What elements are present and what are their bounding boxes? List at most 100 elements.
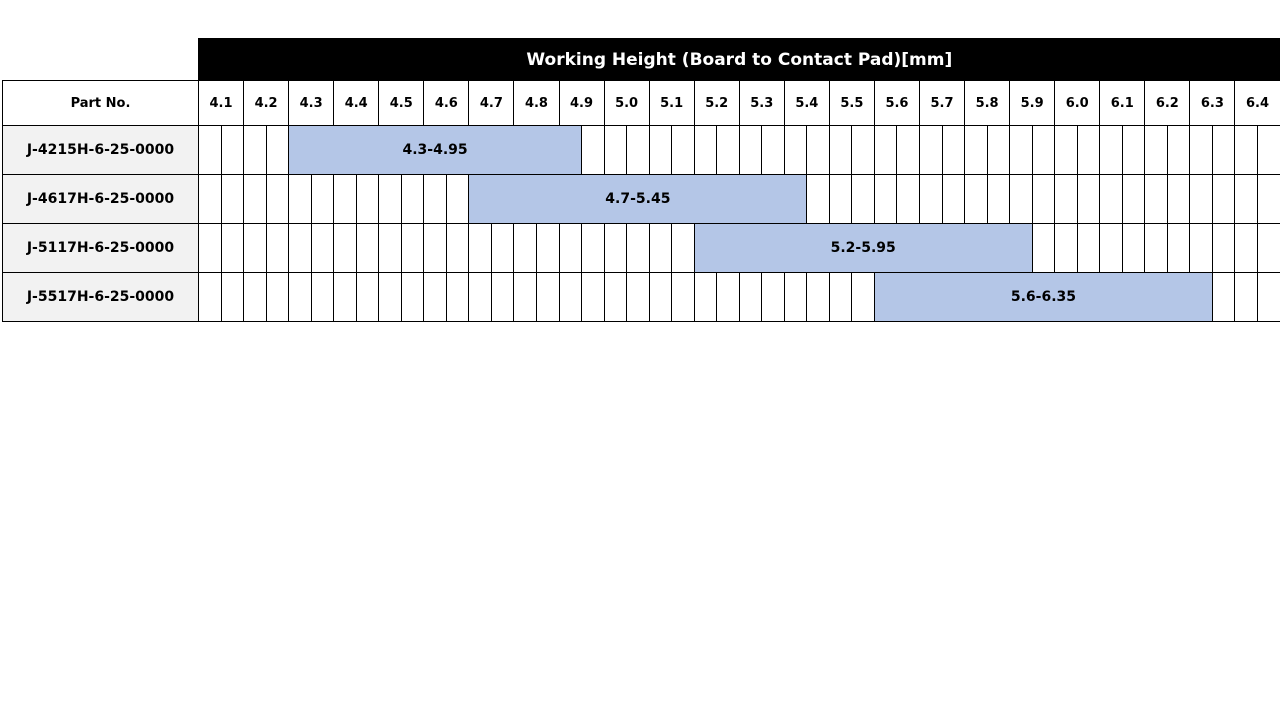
grid-cell	[198, 174, 222, 224]
grid-cell	[558, 223, 583, 273]
grid-cell	[941, 125, 966, 175]
grid-cell	[1234, 272, 1258, 322]
grid-cell	[1211, 174, 1236, 224]
grid-cell	[1121, 125, 1146, 175]
grid-cell	[243, 223, 267, 273]
grid-cell	[265, 174, 290, 224]
grid-cell	[716, 125, 740, 175]
grid-cell	[1031, 174, 1056, 224]
grid-cell	[468, 223, 492, 273]
grid-cell	[581, 223, 605, 273]
grid-cell	[1189, 174, 1213, 224]
grid-cell	[423, 272, 447, 322]
grid-cell	[738, 125, 763, 175]
table-row: J-5117H-6-25-0000 5.2-5.95	[2, 223, 1280, 273]
range-bar: 4.7-5.45	[468, 174, 808, 224]
part-number: J-4215H-6-25-0000	[2, 125, 199, 175]
range-bar: 5.2-5.95	[693, 223, 1033, 273]
grid-cell	[693, 125, 718, 175]
grid-cell	[1009, 125, 1033, 175]
grid-cell	[1076, 174, 1101, 224]
grid-cell	[1031, 125, 1056, 175]
grid-cell	[603, 272, 628, 322]
grid-cell	[490, 223, 515, 273]
column-header: 4.1	[197, 80, 245, 126]
grid-cell	[693, 272, 718, 322]
grid-cell	[198, 125, 222, 175]
part-number: J-5517H-6-25-0000	[2, 272, 199, 322]
grid-cell	[1166, 223, 1191, 273]
column-header: 6.4	[1234, 80, 1280, 126]
grid-cell	[1256, 223, 1280, 273]
grid-cell	[333, 223, 357, 273]
grid-cell	[806, 125, 830, 175]
grid-cell	[468, 272, 492, 322]
grid-cell	[1234, 125, 1258, 175]
column-header: 4.9	[558, 80, 605, 126]
column-header: 5.2	[693, 80, 740, 126]
grid-cell	[603, 125, 628, 175]
grid-cell	[1009, 174, 1033, 224]
part-no-header: Part No.	[2, 80, 199, 126]
grid-cell	[423, 223, 447, 273]
grid-cell	[535, 223, 560, 273]
grid-cell	[445, 174, 470, 224]
grid-cell	[513, 223, 537, 273]
grid-cell	[243, 125, 267, 175]
table-title: Working Height (Board to Contact Pad)[mm…	[198, 38, 1280, 81]
column-header: 4.7	[468, 80, 515, 126]
column-header: 4.6	[423, 80, 470, 126]
grid-cell	[761, 125, 785, 175]
grid-cell	[423, 174, 447, 224]
grid-cell	[198, 272, 222, 322]
grid-cell	[1211, 223, 1236, 273]
grid-cell	[896, 125, 920, 175]
grid-cell	[288, 272, 312, 322]
grid-cell	[378, 272, 402, 322]
grid-cell	[828, 272, 853, 322]
column-header: 5.0	[603, 80, 650, 126]
grid-cell	[310, 272, 335, 322]
grid-cell	[671, 272, 695, 322]
part-number: J-5117H-6-25-0000	[2, 223, 199, 273]
grid-cell	[828, 174, 853, 224]
grid-cell	[310, 174, 335, 224]
grid-cell	[558, 272, 583, 322]
grid-cell	[198, 223, 222, 273]
grid-cell	[1099, 174, 1123, 224]
grid-cell	[1121, 223, 1146, 273]
grid-cell	[851, 174, 875, 224]
grid-cell	[1054, 174, 1078, 224]
column-header: 5.5	[828, 80, 875, 126]
grid-cell	[1256, 272, 1280, 322]
grid-cell	[964, 125, 988, 175]
column-header: 5.3	[738, 80, 785, 126]
grid-cell	[1256, 125, 1280, 175]
grid-cell	[783, 272, 808, 322]
grid-cell	[603, 223, 628, 273]
grid-cell	[1144, 174, 1168, 224]
grid-cell	[400, 174, 425, 224]
grid-cell	[333, 174, 357, 224]
range-bar: 5.6-6.35	[873, 272, 1213, 322]
grid-cell	[716, 272, 740, 322]
working-height-table: Working Height (Board to Contact Pad)[mm…	[2, 38, 1280, 322]
column-header: 4.8	[513, 80, 560, 126]
grid-cell	[581, 125, 605, 175]
table-row: J-5517H-6-25-0000 5.6-6.35	[2, 272, 1280, 322]
grid-cell	[1054, 223, 1078, 273]
column-header: 5.1	[648, 80, 695, 126]
grid-cell	[1211, 125, 1236, 175]
grid-cell	[581, 272, 605, 322]
grid-cell	[1234, 223, 1258, 273]
grid-cell	[310, 223, 335, 273]
grid-cell	[738, 272, 763, 322]
grid-cell	[1099, 223, 1123, 273]
grid-cell	[626, 125, 650, 175]
grid-cell	[513, 272, 537, 322]
grid-cell	[1189, 125, 1213, 175]
grid-cell	[941, 174, 966, 224]
column-header: 4.4	[333, 80, 380, 126]
grid-cell	[265, 223, 290, 273]
grid-cell	[355, 223, 380, 273]
